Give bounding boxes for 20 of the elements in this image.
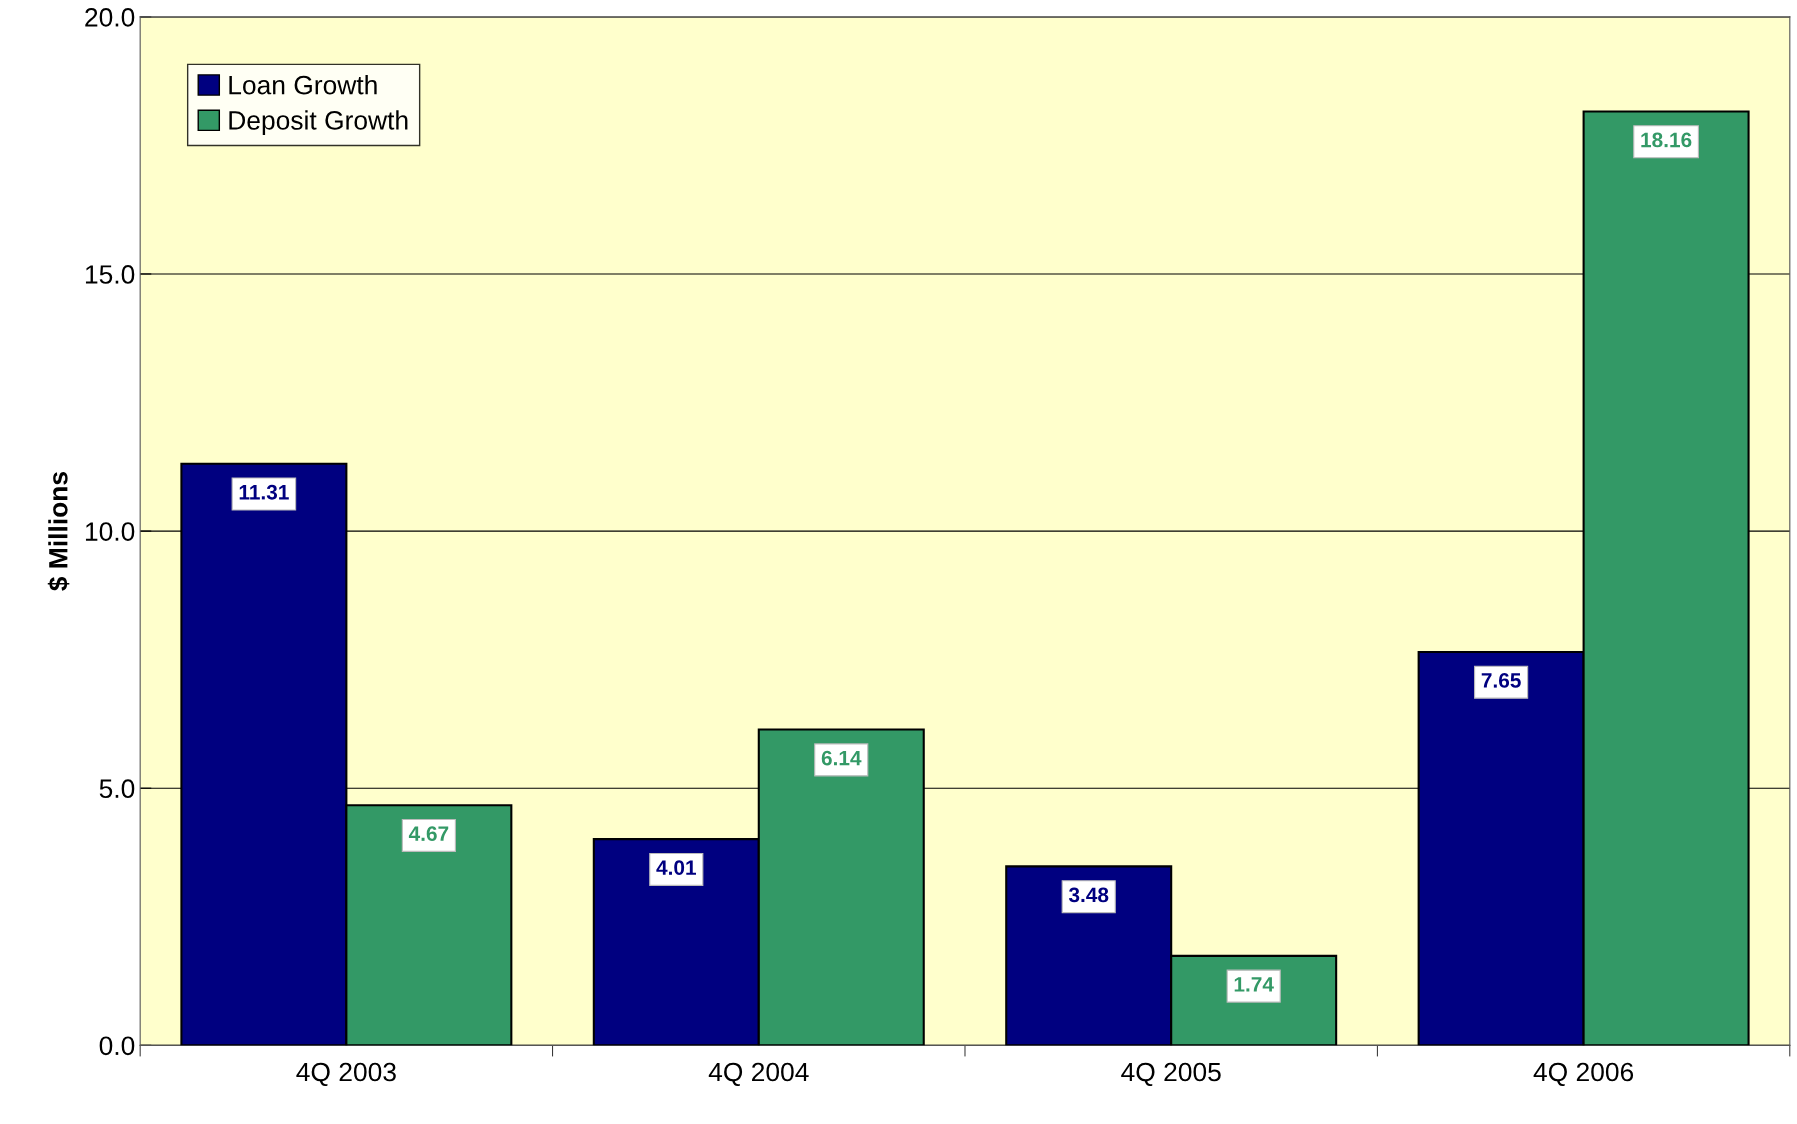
data-label: 4.67 <box>408 826 449 842</box>
x-tick-label: 4Q 2006 <box>1533 1062 1634 1087</box>
data-label: 18.16 <box>1641 132 1692 148</box>
y-axis-title: $ Millions <box>47 472 70 591</box>
y-tick-label: 10.0 <box>85 522 135 541</box>
data-label: 4.01 <box>656 860 696 875</box>
y-tick-label: 20.0 <box>85 7 135 27</box>
legend-label: Deposit Growth <box>229 110 408 135</box>
data-label: 7.65 <box>1481 673 1521 688</box>
y-tick-label: 5.0 <box>99 779 135 799</box>
x-tick-label: 4Q 2005 <box>1121 1062 1221 1087</box>
data-label: 11.31 <box>239 484 289 500</box>
data-label: 6.14 <box>821 750 862 766</box>
legend-label: Loan Growth <box>229 75 377 95</box>
x-tick-label: 4Q 2003 <box>296 1062 396 1087</box>
data-label: 1.74 <box>1234 977 1274 992</box>
y-tick-label: 0.0 <box>99 1036 135 1056</box>
x-tick-label: 4Q 2004 <box>708 1062 809 1087</box>
data-label: 3.48 <box>1068 887 1109 903</box>
y-tick-label: 15.0 <box>85 265 135 284</box>
